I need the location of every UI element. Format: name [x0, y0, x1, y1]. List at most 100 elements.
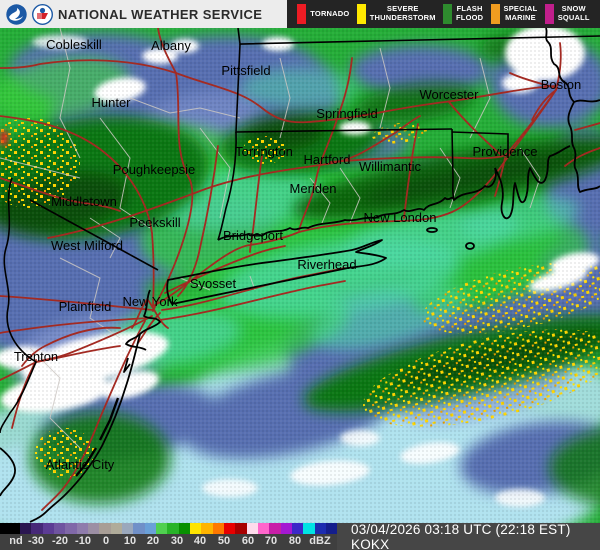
warning-legend-item: SPECIAL MARINE [490, 4, 538, 24]
city-label: Springfield [316, 106, 377, 121]
colorbar-cell [65, 523, 77, 534]
warning-legend: TORNADO SEVERE THUNDERSTORM FLASH FLOOD SPE… [287, 0, 600, 28]
warning-swatch [490, 4, 500, 24]
colorbar-cell [31, 523, 43, 534]
city-label: Boston [541, 77, 581, 92]
colorbar-cell [303, 523, 315, 534]
city-label: Bridgeport [223, 228, 283, 243]
colorbar-cell [246, 523, 258, 534]
colorbar-cell [235, 523, 247, 534]
scale-tick-label: 60 [241, 535, 255, 547]
colorbar-cell [314, 523, 326, 534]
colorbar-cell [0, 523, 20, 534]
radar-precip-layer [0, 28, 600, 523]
colorbar-cell [178, 523, 190, 534]
colorbar-cell [223, 523, 236, 534]
colorbar-cell [325, 523, 338, 534]
agency-title: NATIONAL WEATHER SERVICE [58, 6, 263, 22]
city-label: Hunter [91, 95, 131, 110]
colorbar-cell [121, 523, 134, 534]
colorbar-cell [133, 523, 145, 534]
timestamp: 03/04/2026 03:18 UTC (22:18 EST) KOKX [337, 522, 600, 550]
status-bar: nd -30 -20 -10 0 10 20 30 40 50 60 70 80 dBZ 03/04/20… [0, 522, 600, 550]
city-label: Torrington [235, 144, 293, 159]
warning-label: TORNADO [310, 8, 350, 18]
city-label: New London [364, 210, 437, 225]
city-label: Cobleskill [46, 37, 102, 52]
city-label: Pittsfield [221, 63, 270, 78]
colorbar-cell [257, 523, 270, 534]
state-borders [0, 28, 600, 434]
header-bar: NATIONAL WEATHER SERVICE TORNADO SEVERE T… [0, 0, 600, 28]
radar-map[interactable]: Cobleskill Albany Pittsfield Hunter Worceste… [0, 28, 600, 523]
warning-label: SPECIAL MARINE [503, 4, 538, 22]
scale-tick-label: nd [9, 535, 23, 547]
city-label: Plainfield [59, 299, 112, 314]
city-label: Atlantic City [46, 457, 115, 472]
warning-swatch [297, 4, 307, 24]
colorbar-cell [87, 523, 100, 534]
city-label: Meriden [290, 181, 337, 196]
colorbar-cell [269, 523, 281, 534]
city-labels-layer: Cobleskill Albany Pittsfield Hunter Worceste… [14, 37, 581, 472]
scale-tick-label: 0 [102, 535, 110, 547]
colorbar-cell [189, 523, 202, 534]
noaa-logo-icon [6, 3, 27, 25]
colorbar-cell [167, 523, 179, 534]
scale-tick-label: 50 [217, 535, 231, 547]
brand-area: NATIONAL WEATHER SERVICE [0, 0, 287, 28]
warning-legend-item: SEVERE THUNDERSTORM [356, 4, 436, 24]
dbz-scale: nd -30 -20 -10 0 10 20 30 40 50 60 70 80 dBZ [0, 523, 338, 550]
city-label: Trenton [14, 349, 58, 364]
colorbar-cell [201, 523, 213, 534]
scale-tick-label: dBZ [309, 535, 331, 547]
scale-tick-label: 40 [193, 535, 207, 547]
colorbar-cell [291, 523, 304, 534]
city-label: Syosset [190, 276, 237, 291]
warning-swatch [356, 4, 366, 24]
warning-legend-item: FLASH FLOOD [443, 4, 483, 24]
colorbar-cell [280, 523, 292, 534]
city-label: Middletown [51, 194, 117, 209]
city-label: West Milford [51, 238, 123, 253]
dbz-colorbar [0, 523, 338, 534]
colorbar-cell [155, 523, 168, 534]
warning-swatch [544, 4, 554, 24]
coastline [0, 28, 600, 523]
scale-tick-label: -10 [75, 535, 91, 547]
scale-tick-label: 70 [264, 535, 278, 547]
colorbar-cell [53, 523, 66, 534]
warning-legend-item: TORNADO [297, 4, 349, 24]
warning-legend-item: SNOW SQUALL [544, 4, 590, 24]
city-label: Worcester [420, 87, 480, 102]
nws-logo-icon [32, 3, 53, 25]
colorbar-cell [99, 523, 111, 534]
city-label: New York [123, 294, 178, 309]
scale-tick-label: -30 [28, 535, 44, 547]
city-label: Hartford [304, 152, 351, 167]
city-label: Riverhead [297, 257, 356, 272]
colorbar-cell [76, 523, 88, 534]
colorbar-cell [144, 523, 156, 534]
scale-tick-label: 20 [146, 535, 160, 547]
roads-layer [0, 28, 600, 511]
city-label: Providence [472, 144, 537, 159]
city-label: Peekskill [129, 215, 180, 230]
city-label: Albany [151, 38, 191, 53]
colorbar-cell [110, 523, 122, 534]
colorbar-cell [212, 523, 224, 534]
colorbar-cell [20, 523, 32, 534]
dbz-scale-labels: nd -30 -20 -10 0 10 20 30 40 50 60 70 80 dBZ [0, 534, 337, 550]
warning-label: SEVERE THUNDERSTORM [369, 4, 436, 22]
scale-tick-label: 30 [170, 535, 184, 547]
city-label: Willimantic [359, 159, 422, 174]
scale-tick-label: -20 [52, 535, 68, 547]
warning-swatch [443, 4, 452, 24]
city-label: Poughkeepsie [113, 162, 195, 177]
scale-tick-label: 10 [123, 535, 137, 547]
colorbar-cell [42, 523, 54, 534]
warning-label: SNOW SQUALL [557, 4, 590, 22]
scale-tick-label: 80 [288, 535, 302, 547]
warning-label: FLASH FLOOD [456, 4, 484, 22]
